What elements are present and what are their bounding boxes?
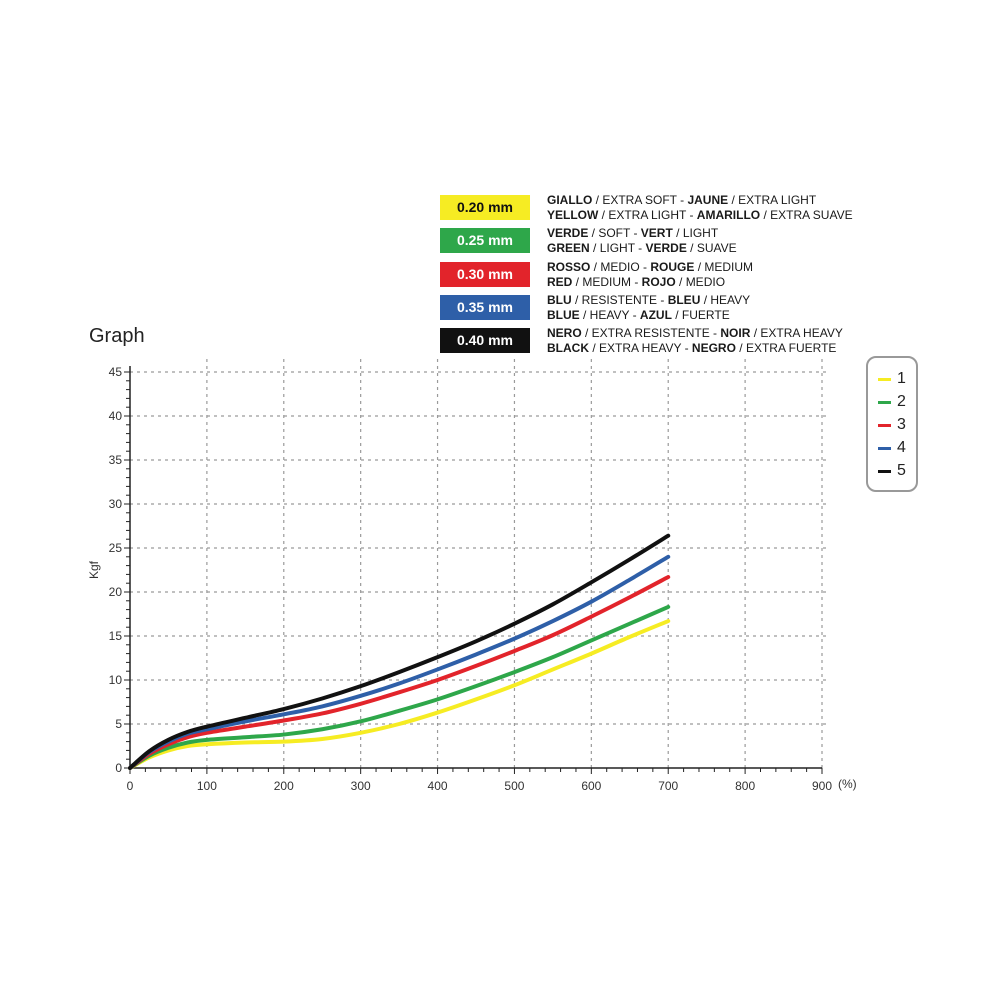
legend-item-3: 3 xyxy=(878,414,918,436)
x-unit-label: (%) xyxy=(838,777,857,791)
legend-swatch xyxy=(878,447,891,450)
thickness-description: NERO / EXTRA RESISTENTE - NOIR / EXTRA H… xyxy=(547,326,843,356)
x-tick-label: 600 xyxy=(581,779,601,793)
y-tick-label: 45 xyxy=(109,365,123,379)
thickness-swatch: 0.40 mm xyxy=(440,328,530,354)
legend-swatch xyxy=(878,378,891,381)
y-tick-label: 35 xyxy=(109,453,123,467)
y-tick-label: 5 xyxy=(115,717,122,731)
thickness-row: 0.40 mm NERO / EXTRA RESISTENTE - NOIR / … xyxy=(440,326,860,356)
chart-title: Graph xyxy=(89,325,145,347)
description-line: ROSSO / MEDIO - ROUGE / MEDIUM xyxy=(547,259,754,274)
legend-item-1: 1 xyxy=(878,368,918,390)
series-line-5 xyxy=(128,533,671,770)
thickness-row: 0.25 mm VERDE / SOFT - VERT / LIGHT GREEN … xyxy=(440,226,860,256)
y-tick-label: 40 xyxy=(109,409,123,423)
x-tick-label: 300 xyxy=(351,779,371,793)
description-line: BLUE / HEAVY - AZUL / FUERTE xyxy=(547,307,730,322)
description-line: RED / MEDIUM - ROJO / MEDIO xyxy=(547,274,726,289)
thickness-row: 0.20 mm GIALLO / EXTRA SOFT - JAUNE / EXT… xyxy=(440,193,860,223)
legend-swatch xyxy=(878,470,891,473)
thickness-swatch: 0.30 mm xyxy=(440,261,530,287)
y-tick-label: 25 xyxy=(109,541,123,555)
x-tick-label: 200 xyxy=(274,779,294,793)
series-line-4 xyxy=(128,554,671,770)
legend-item-2: 2 xyxy=(878,391,918,413)
y-axis-label: Kgf xyxy=(87,560,101,579)
x-tick-label: 800 xyxy=(735,779,755,793)
description-line: BLU / RESISTENTE - BLEU / HEAVY xyxy=(547,292,751,307)
legend-label: 4 xyxy=(897,439,906,456)
x-tick-label: 900 xyxy=(812,779,832,793)
x-tick-label: 400 xyxy=(428,779,448,793)
y-tick-label: 10 xyxy=(109,673,123,687)
thickness-row: 0.30 mm ROSSO / MEDIO - ROUGE / MEDIUM RED… xyxy=(440,260,860,290)
series-line-1 xyxy=(128,619,671,770)
x-tick-label: 700 xyxy=(658,779,678,793)
thickness-swatch: 0.35 mm xyxy=(440,294,530,320)
description-line: YELLOW / EXTRA LIGHT - AMARILLO / EXTRA … xyxy=(547,208,853,222)
description-line: GREEN / LIGHT - VERDE / SUAVE xyxy=(547,241,737,256)
y-tick-label: 15 xyxy=(109,629,123,643)
legend-item-4: 4 xyxy=(878,437,918,459)
thickness-row: 0.35 mm BLU / RESISTENTE - BLEU / HEAVY BL… xyxy=(440,293,860,323)
thickness-swatch: 0.20 mm xyxy=(440,195,530,220)
x-tick-label: 500 xyxy=(504,779,524,793)
legend-swatch xyxy=(878,401,891,404)
legend-label: 2 xyxy=(897,393,906,410)
series-line-3 xyxy=(128,575,671,770)
thickness-swatch: 0.25 mm xyxy=(440,228,530,254)
legend-label: 1 xyxy=(897,370,906,387)
description-line: VERDE / SOFT - VERT / LIGHT xyxy=(547,226,719,241)
description-line: GIALLO / EXTRA SOFT - JAUNE / EXTRA LIGH… xyxy=(547,193,817,207)
y-tick-label: 0 xyxy=(115,761,122,775)
legend-label: 5 xyxy=(897,462,906,479)
x-tick-label: 0 xyxy=(127,779,134,793)
thickness-description: BLU / RESISTENTE - BLEU / HEAVY BLUE / HE… xyxy=(547,293,750,323)
thickness-description: GIALLO / EXTRA SOFT - JAUNE / EXTRA LIGH… xyxy=(547,193,853,223)
legend-label: 3 xyxy=(897,416,906,433)
description-line: BLACK / EXTRA HEAVY - NEGRO / EXTRA FUER… xyxy=(547,341,837,356)
description-line: NERO / EXTRA RESISTENTE - NOIR / EXTRA H… xyxy=(547,326,843,341)
legend-item-5: 5 xyxy=(878,460,918,482)
x-tick-label: 100 xyxy=(197,779,217,793)
series-line-2 xyxy=(128,604,671,770)
chart-legend: 1 2 3 4 5 xyxy=(866,356,918,492)
y-tick-label: 30 xyxy=(109,497,123,511)
legend-swatch xyxy=(878,424,891,427)
thickness-description: ROSSO / MEDIO - ROUGE / MEDIUM RED / MEDI… xyxy=(547,260,753,290)
thickness-description: VERDE / SOFT - VERT / LIGHT GREEN / LIGHT… xyxy=(547,226,737,256)
y-tick-label: 20 xyxy=(109,585,123,599)
